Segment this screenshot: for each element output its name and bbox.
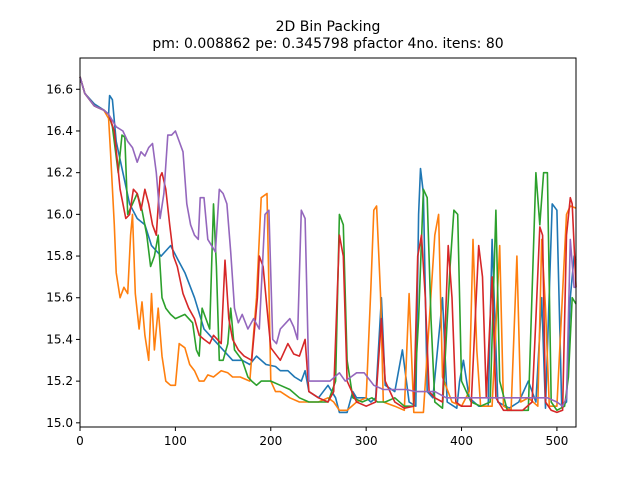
y-tick-label: 16.6 bbox=[46, 82, 73, 96]
x-tick-label: 200 bbox=[259, 434, 282, 448]
x-tick-label: 400 bbox=[450, 434, 473, 448]
chart-subtitle: pm: 0.008862 pe: 0.345798 pfactor 4no. i… bbox=[152, 36, 503, 52]
plot-frame bbox=[79, 57, 577, 428]
y-tick-label: 15.0 bbox=[46, 416, 73, 430]
y-tick-label: 15.2 bbox=[46, 374, 73, 388]
y-tick-label: 15.6 bbox=[46, 291, 73, 305]
chart-title: 2D Bin Packing bbox=[276, 19, 381, 35]
series-line-1 bbox=[79, 76, 577, 414]
y-tick-label: 15.4 bbox=[46, 332, 73, 346]
y-tick-label: 16.2 bbox=[46, 166, 73, 180]
y-axis: 15.0 15.2 15.4 15.6 15.8 16.0 16.2 16.4 16.6 bbox=[46, 82, 80, 430]
x-tick-label: 100 bbox=[164, 434, 187, 448]
series-line-2 bbox=[79, 76, 577, 414]
x-tick-label: 300 bbox=[355, 434, 378, 448]
series-line-3 bbox=[79, 76, 577, 412]
y-tick-label: 16.4 bbox=[46, 124, 73, 138]
series-line-5 bbox=[79, 76, 576, 408]
x-tick-label: 0 bbox=[76, 434, 84, 448]
series-line-4 bbox=[79, 76, 577, 414]
y-tick-label: 15.8 bbox=[46, 249, 73, 263]
series-group bbox=[79, 76, 577, 414]
y-tick-label: 16.0 bbox=[46, 207, 73, 221]
x-axis: 0 100 200 300 400 500 bbox=[76, 427, 568, 448]
x-tick-label: 500 bbox=[545, 434, 568, 448]
